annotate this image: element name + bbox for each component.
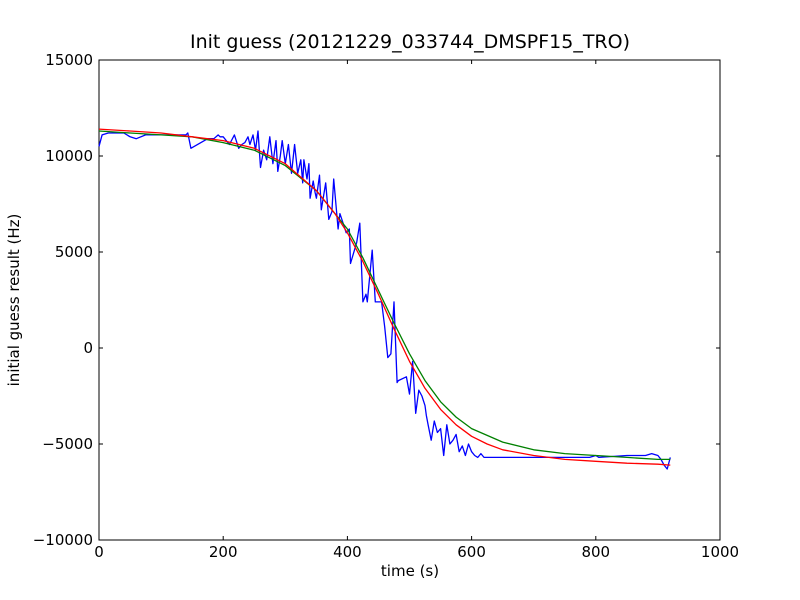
x-tick-label: 600 [457, 543, 486, 561]
y-tick-label: −5000 [42, 435, 93, 453]
x-tick-label: 1000 [701, 543, 739, 561]
x-tick-label: 400 [333, 543, 362, 561]
y-tick-label: 0 [83, 339, 93, 357]
y-tick-label: −10000 [33, 531, 93, 549]
series-layer [98, 128, 671, 470]
x-tick-label: 200 [209, 543, 238, 561]
y-tick-label: 5000 [55, 243, 93, 261]
x-tick-label: 0 [94, 543, 104, 561]
y-axis-label: initial guess result (Hz) [5, 214, 23, 387]
plot-area [98, 59, 721, 541]
x-axis-label: time (s) [381, 562, 439, 580]
series-line-1 [98, 130, 671, 461]
y-tick-label: 15000 [45, 51, 93, 69]
chart-title: Init guess (20121229_033744_DMSPF15_TRO) [190, 31, 630, 53]
series-line-2 [98, 128, 671, 466]
y-tick-label: 10000 [45, 147, 93, 165]
ticks-layer: 0 200 400 600 800 1000 −10000 −5000 0 5000 10000 15… [33, 51, 739, 561]
x-tick-label: 800 [581, 543, 610, 561]
